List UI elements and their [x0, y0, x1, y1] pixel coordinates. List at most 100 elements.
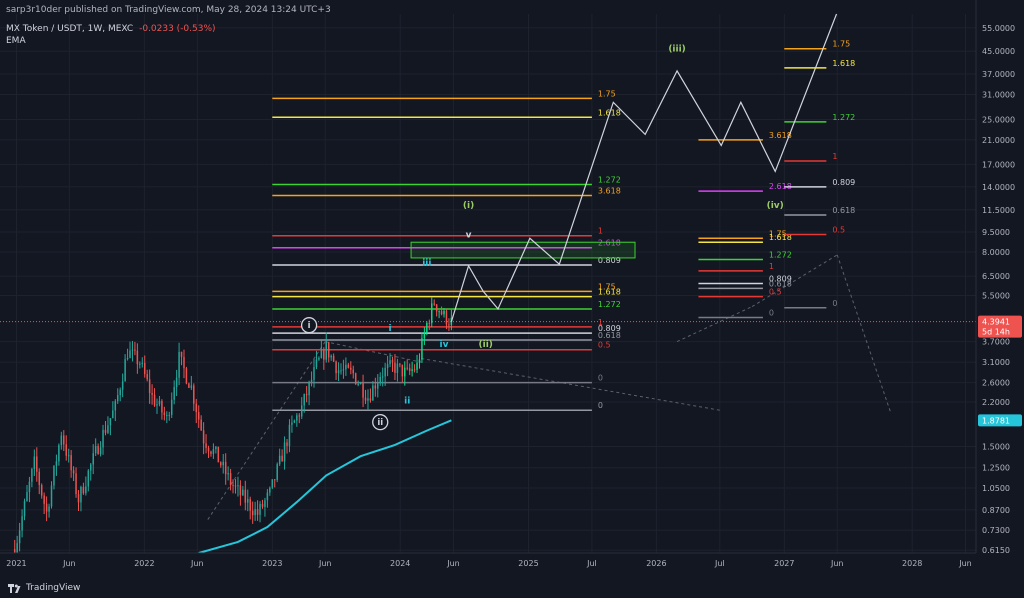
candle-body[interactable] — [416, 362, 418, 370]
candle-body[interactable] — [396, 363, 399, 373]
candle-body[interactable] — [445, 310, 448, 325]
tradingview-branding[interactable]: TradingView — [8, 583, 80, 593]
candle-body[interactable] — [313, 367, 315, 380]
candle-body[interactable] — [256, 509, 259, 515]
candle-body[interactable] — [80, 486, 82, 503]
candle-body[interactable] — [168, 414, 171, 416]
candle-body[interactable] — [21, 516, 23, 531]
candle-body[interactable] — [247, 499, 249, 503]
candle-body[interactable] — [293, 420, 296, 423]
candle-body[interactable] — [237, 485, 239, 487]
candle-body[interactable] — [60, 435, 63, 446]
candle-body[interactable] — [43, 495, 45, 504]
candle-body[interactable] — [394, 362, 396, 373]
candle-body[interactable] — [408, 368, 411, 371]
candle-body[interactable] — [183, 356, 185, 369]
candle-body[interactable] — [242, 489, 244, 496]
candle-body[interactable] — [372, 385, 374, 401]
time-axis-bg[interactable] — [0, 553, 976, 598]
candle-body[interactable] — [367, 398, 369, 401]
candle-body[interactable] — [337, 370, 340, 374]
candle-body[interactable] — [18, 530, 21, 544]
candle-body[interactable] — [300, 405, 303, 417]
candle-body[interactable] — [124, 359, 126, 382]
candle-body[interactable] — [26, 492, 28, 502]
candle-body[interactable] — [104, 429, 107, 433]
candle-body[interactable] — [318, 357, 320, 360]
candle-body[interactable] — [423, 332, 426, 339]
candle-body[interactable] — [389, 360, 391, 365]
candle-body[interactable] — [55, 461, 58, 466]
candle-body[interactable] — [440, 311, 443, 315]
candle-body[interactable] — [58, 445, 60, 462]
candle-body[interactable] — [72, 470, 75, 474]
candle-body[interactable] — [401, 364, 404, 377]
candle-body[interactable] — [212, 449, 215, 454]
candle-body[interactable] — [364, 397, 367, 401]
candle-body[interactable] — [65, 444, 67, 456]
candle-body[interactable] — [271, 479, 274, 488]
candle-body[interactable] — [134, 349, 136, 351]
candle-body[interactable] — [347, 364, 350, 368]
candle-body[interactable] — [340, 370, 342, 372]
candle-body[interactable] — [190, 385, 193, 388]
candle-body[interactable] — [121, 381, 124, 390]
candle-body[interactable] — [391, 360, 394, 363]
candle-body[interactable] — [220, 462, 222, 466]
candle-body[interactable] — [283, 442, 286, 462]
candle-body[interactable] — [33, 456, 36, 470]
candle-body[interactable] — [77, 494, 80, 503]
candle-body[interactable] — [207, 447, 210, 452]
candle-body[interactable] — [303, 394, 305, 406]
target-zone-box[interactable] — [410, 241, 636, 259]
candle-body[interactable] — [374, 385, 377, 389]
candle-body[interactable] — [249, 499, 251, 511]
candle-body[interactable] — [308, 381, 310, 396]
candle-body[interactable] — [244, 489, 247, 503]
candle-body[interactable] — [146, 374, 148, 380]
candle-body[interactable] — [404, 367, 406, 377]
candle-body[interactable] — [205, 443, 207, 448]
candle-body[interactable] — [325, 342, 328, 360]
candle-body[interactable] — [384, 367, 386, 377]
candle-body[interactable] — [23, 501, 26, 517]
candle-body[interactable] — [269, 487, 271, 493]
candle-body[interactable] — [195, 403, 198, 413]
candle-body[interactable] — [99, 447, 102, 454]
ema-series[interactable] — [198, 419, 452, 554]
candle-body[interactable] — [433, 303, 435, 305]
candle-body[interactable] — [359, 383, 362, 385]
candle-body[interactable] — [50, 485, 53, 507]
candle-body[interactable] — [36, 456, 38, 472]
candle-body[interactable] — [369, 398, 372, 401]
candle-body[interactable] — [126, 357, 129, 360]
candle-body[interactable] — [266, 492, 269, 501]
candle-body[interactable] — [67, 455, 70, 457]
candle-body[interactable] — [141, 362, 144, 364]
candle-body[interactable] — [377, 382, 379, 389]
candle-body[interactable] — [264, 500, 266, 507]
candle-body[interactable] — [448, 324, 450, 326]
candle-body[interactable] — [136, 350, 139, 365]
candle-body[interactable] — [38, 471, 41, 485]
candle-body[interactable] — [200, 419, 202, 431]
candle-body[interactable] — [438, 311, 440, 313]
candle-body[interactable] — [435, 304, 438, 312]
candle-body[interactable] — [413, 369, 416, 371]
candle-body[interactable] — [63, 435, 65, 445]
candle-body[interactable] — [342, 369, 345, 371]
candle-body[interactable] — [119, 389, 121, 396]
candle-body[interactable] — [129, 350, 131, 358]
candle-body[interactable] — [48, 506, 50, 512]
candle-body[interactable] — [175, 377, 178, 388]
candle-body[interactable] — [193, 385, 195, 404]
candle-body[interactable] — [139, 363, 141, 365]
candle-body[interactable] — [310, 379, 313, 382]
candle-body[interactable] — [87, 470, 90, 487]
candle-body[interactable] — [222, 461, 224, 466]
candle-body[interactable] — [345, 364, 347, 370]
candle-body[interactable] — [161, 400, 163, 413]
price-axis-bg[interactable] — [976, 0, 1024, 598]
candle-body[interactable] — [276, 464, 278, 480]
candle-body[interactable] — [421, 338, 423, 360]
